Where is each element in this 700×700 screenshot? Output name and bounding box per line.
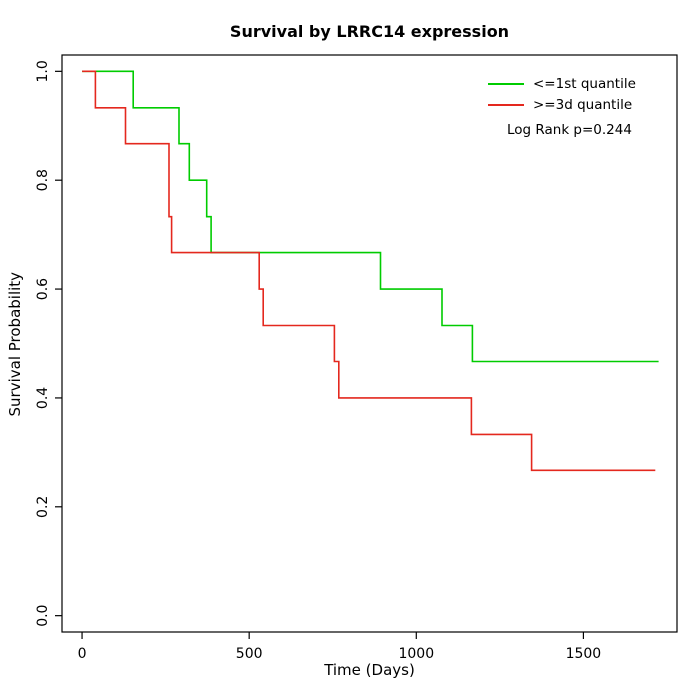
legend-label-green: <=1st quantile	[533, 76, 636, 92]
x-axis-label: Time (Days)	[324, 661, 415, 679]
y-tick-label: 0.6	[35, 278, 51, 300]
y-axis-label: Survival Probability	[6, 271, 24, 417]
x-tick-label: 1500	[566, 646, 602, 662]
x-tick-label: 1000	[398, 646, 434, 662]
legend-entry-red: >=3d quantile	[488, 97, 636, 113]
plot-frame	[61, 54, 678, 633]
y-tick-label: 0.4	[35, 387, 51, 409]
logrank-annotation: Log Rank p=0.244	[507, 122, 632, 139]
legend: <=1st quantile >=3d quantile Log Rank p=…	[488, 76, 636, 139]
y-tick-label: 0.2	[35, 496, 51, 518]
legend-label-red: >=3d quantile	[533, 97, 633, 114]
y-tick-label: 1.0	[35, 60, 51, 82]
y-tick-label: 0.0	[35, 605, 51, 627]
y-tick-label: 0.8	[35, 169, 51, 191]
chart-title: Survival by LRRC14 expression	[229, 22, 510, 41]
legend-line-red	[488, 104, 524, 107]
x-tick-label: 500	[236, 646, 263, 662]
survival-curve-high-expression	[82, 70, 656, 472]
survival-curve-low-expression	[82, 70, 659, 363]
legend-line-green	[488, 83, 524, 86]
legend-entry-green: <=1st quantile	[488, 76, 636, 92]
x-tick-label: 0	[78, 646, 87, 662]
